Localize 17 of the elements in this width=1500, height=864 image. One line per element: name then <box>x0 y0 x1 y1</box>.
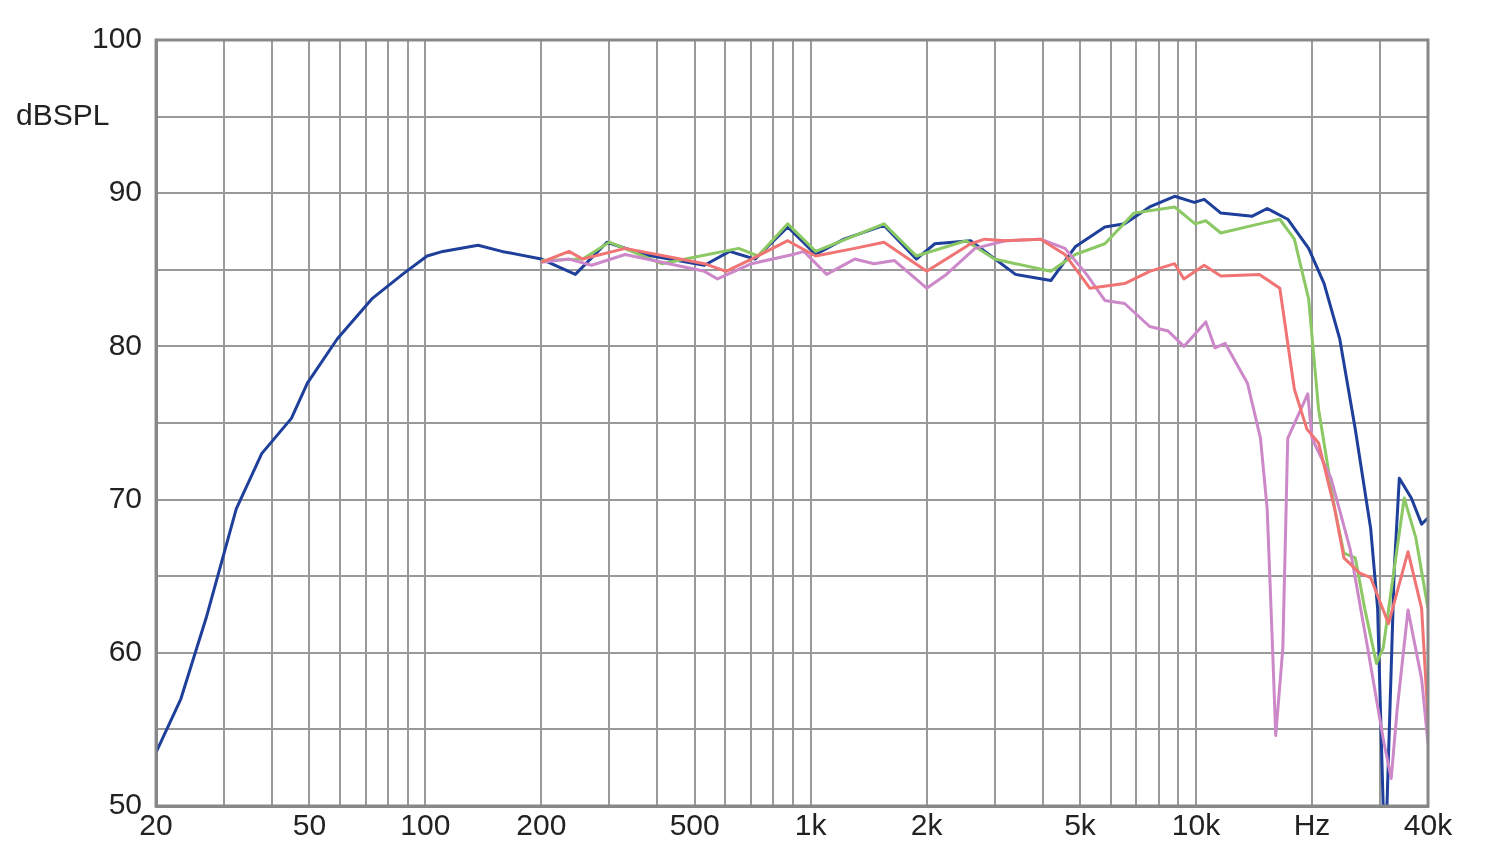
x-tick-label: 10k <box>1171 808 1222 842</box>
x-tick-label: Hz <box>1293 808 1331 842</box>
x-tick-label: 200 <box>516 808 567 842</box>
x-tick-label: 100 <box>400 808 451 842</box>
x-tick-label: 2k <box>910 808 944 842</box>
x-tick-label: 40k <box>1403 808 1454 842</box>
y-tick-label: 80 <box>108 327 143 361</box>
y-axis-title: dBSPL <box>16 97 110 131</box>
y-tick-label: 100 <box>91 21 143 55</box>
x-tick-label: 1k <box>794 808 828 842</box>
x-tick-label: 20 <box>139 808 173 842</box>
x-tick-label: 500 <box>669 808 720 842</box>
y-tick-label: 60 <box>108 634 143 668</box>
y-tick-label: 70 <box>108 480 143 514</box>
y-tick-label: 90 <box>108 174 143 208</box>
x-tick-label: 5k <box>1064 808 1097 842</box>
x-tick-label: 50 <box>292 808 327 842</box>
